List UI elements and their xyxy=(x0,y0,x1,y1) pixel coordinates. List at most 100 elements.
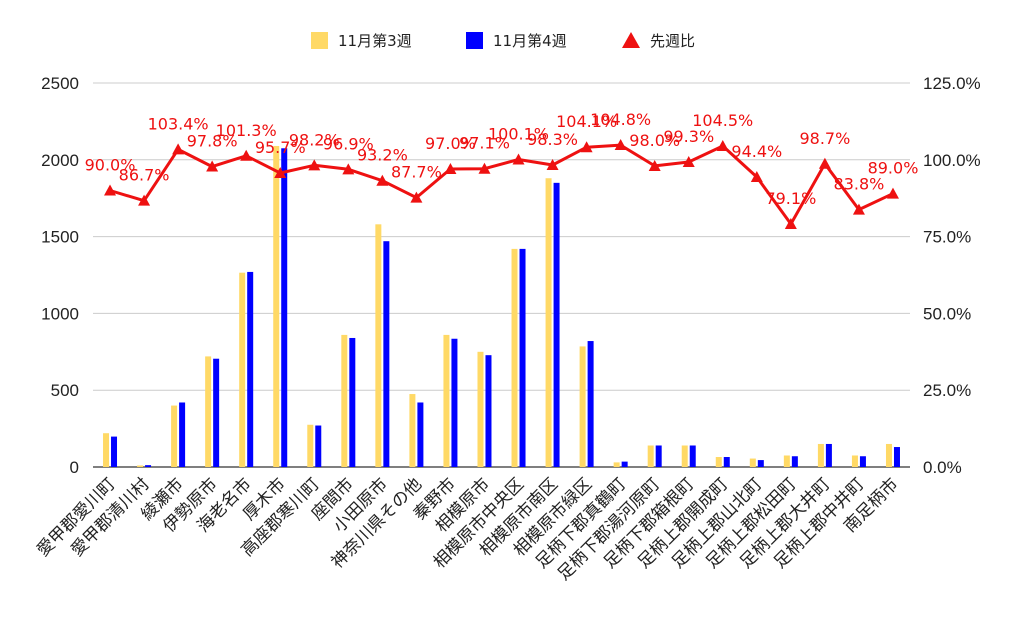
legend: 11月第3週 11月第4週 先週比 xyxy=(311,32,695,50)
y-left-tick-label: 2000 xyxy=(41,151,79,170)
bar-11月第3週 xyxy=(103,433,110,467)
bar-11月第3週 xyxy=(783,455,790,467)
ratio-marker xyxy=(546,159,559,171)
bar-11月第4週 xyxy=(383,241,390,467)
bar-11月第3週 xyxy=(715,457,722,467)
ratio-marker xyxy=(716,139,729,151)
y-right-tick-label: 75.0% xyxy=(923,228,971,247)
ratio-marker xyxy=(274,167,287,179)
ratio-marker xyxy=(172,143,185,155)
legend-label: 11月第4週 xyxy=(493,32,567,50)
ratio-data-label: 98.2% xyxy=(289,130,340,149)
y-left-tick-label: 1000 xyxy=(41,304,79,323)
ratio-marker xyxy=(818,157,831,169)
bar-11月第4週 xyxy=(689,445,696,467)
ratio-marker xyxy=(580,141,593,153)
y-right-tick-label: 100.0% xyxy=(923,151,981,170)
ratio-data-label: 93.2% xyxy=(357,146,408,165)
bar-11月第4週 xyxy=(791,456,798,467)
ratio-marker xyxy=(444,163,457,175)
ratio-data-label: 95.7% xyxy=(255,138,306,157)
bar-11月第4週 xyxy=(655,445,662,467)
y-right-tick-label: 0.0% xyxy=(923,458,962,477)
y-left-tick-label: 2500 xyxy=(41,74,79,93)
ratio-data-label: 104.5% xyxy=(692,111,753,130)
bar-11月第3週 xyxy=(273,145,280,467)
ratio-marker xyxy=(376,174,389,186)
bar-11月第4週 xyxy=(723,457,730,467)
ratio-data-label: 97.8% xyxy=(187,132,238,151)
ratio-data-label: 98.7% xyxy=(799,129,850,148)
bar-11月第3週 xyxy=(647,445,654,467)
ratio-marker xyxy=(852,203,865,215)
ratio-marker xyxy=(648,159,661,171)
bar-11月第3週 xyxy=(579,346,586,467)
ratio-data-label: 98.0% xyxy=(629,131,680,150)
y-axis-left: 0 500 1000 1500 2000 2500 xyxy=(41,74,79,477)
ratio-marker xyxy=(784,218,797,230)
ratio-marker xyxy=(750,171,763,183)
ratio-marker xyxy=(512,153,525,165)
ratio-marker xyxy=(342,163,355,175)
ratio-data-label: 98.3% xyxy=(527,130,578,149)
bar-11月第4週 xyxy=(247,271,254,467)
y-axis-right: 0.0% 25.0% 50.0% 75.0% 100.0% 125.0% xyxy=(923,74,981,477)
bar-11月第4週 xyxy=(553,182,560,467)
bar-11月第3週 xyxy=(545,178,552,467)
ratio-marker xyxy=(240,149,253,161)
legend-label: 11月第3週 xyxy=(338,32,412,50)
bar-11月第4週 xyxy=(417,402,424,467)
legend-swatch xyxy=(311,32,328,49)
y-right-tick-label: 50.0% xyxy=(923,304,971,323)
y-left-tick-label: 500 xyxy=(51,381,79,400)
bar-11月第4週 xyxy=(893,447,900,467)
bar-11月第4週 xyxy=(859,456,866,467)
legend-label: 先週比 xyxy=(650,32,695,50)
ratio-data-label: 86.7% xyxy=(119,166,170,185)
y-left-tick-label: 0 xyxy=(70,458,79,477)
ratio-data-label: 96.9% xyxy=(323,134,374,153)
bar-11月第4週 xyxy=(145,465,152,467)
x-axis: 愛甲郡愛川町愛甲郡清川村綾瀬市伊勢原市海老名市厚木市高座郡寒川町座間市小田原市神… xyxy=(33,474,902,584)
ratio-data-label: 99.3% xyxy=(663,127,714,146)
ratio-marker xyxy=(614,139,627,151)
ratio-data-label: 94.4% xyxy=(731,142,782,161)
bar-11月第3週 xyxy=(171,405,178,467)
ratio-marker xyxy=(682,155,695,167)
ratio-marker xyxy=(478,162,491,174)
bars xyxy=(103,145,900,467)
bar-11月第4週 xyxy=(213,358,220,467)
ratio-data-label: 104.8% xyxy=(590,110,651,129)
ratio-marker xyxy=(206,160,219,172)
bar-11月第3週 xyxy=(137,465,144,467)
y-right-tick-label: 25.0% xyxy=(923,381,971,400)
bar-11月第3週 xyxy=(375,224,382,467)
y-right-tick-label: 125.0% xyxy=(923,74,981,93)
bar-11月第4週 xyxy=(621,461,628,467)
bar-11月第3週 xyxy=(613,462,620,467)
bar-11月第4週 xyxy=(519,248,526,467)
ratio-data-label: 83.8% xyxy=(834,175,885,194)
data-labels: 90.0%86.7% 103.4%97.8%101.3%95.7%98.2%96.… xyxy=(85,110,919,208)
bar-11月第3週 xyxy=(341,334,348,467)
ratio-marker xyxy=(410,191,423,203)
ratio-line-path xyxy=(109,143,894,226)
y-left-tick-label: 1500 xyxy=(41,228,79,247)
ratio-data-label: 104.1% xyxy=(556,112,617,131)
ratio-data-label: 97.0% xyxy=(425,134,476,153)
bar-11月第3週 xyxy=(443,334,450,467)
bar-11月第3週 xyxy=(817,443,824,467)
bar-11月第3週 xyxy=(749,458,756,467)
bar-11月第4週 xyxy=(281,148,288,467)
ratio-line xyxy=(104,139,899,230)
ratio-data-label: 97.1% xyxy=(459,134,510,153)
bar-11月第4週 xyxy=(111,436,118,467)
bar-11月第3週 xyxy=(885,443,892,467)
bar-11月第4週 xyxy=(485,355,492,467)
bar-11月第4週 xyxy=(757,460,764,467)
bar-11月第3週 xyxy=(239,272,246,467)
ratio-data-label: 79.1% xyxy=(765,189,816,208)
bar-11月第3週 xyxy=(681,445,688,467)
ratio-data-label: 87.7% xyxy=(391,163,442,182)
